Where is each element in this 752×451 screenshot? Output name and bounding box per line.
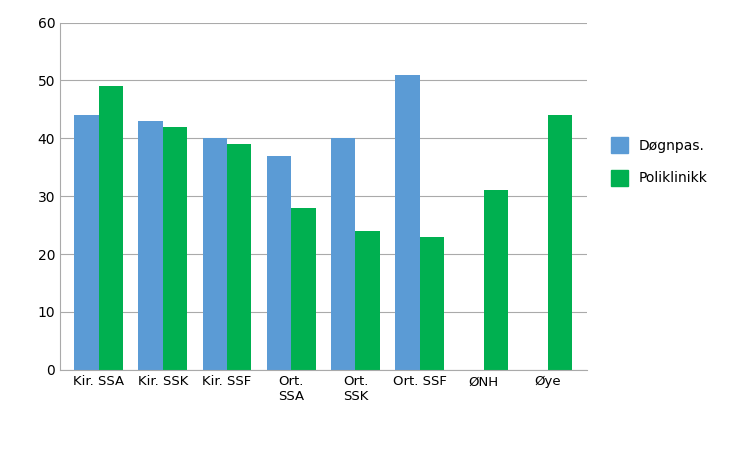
Bar — [267, 156, 291, 370]
Bar — [74, 115, 99, 370]
Bar — [331, 138, 356, 370]
Bar — [420, 237, 444, 370]
Bar — [356, 231, 380, 370]
Bar — [484, 190, 508, 370]
Bar — [396, 74, 420, 370]
Bar — [99, 86, 123, 370]
Bar — [291, 208, 316, 370]
Bar — [163, 127, 187, 370]
Bar — [227, 144, 251, 370]
Bar — [138, 121, 163, 370]
Bar — [548, 115, 572, 370]
Legend: Døgnpas., Poliklinikk: Døgnpas., Poliklinikk — [604, 130, 714, 193]
Bar — [203, 138, 227, 370]
